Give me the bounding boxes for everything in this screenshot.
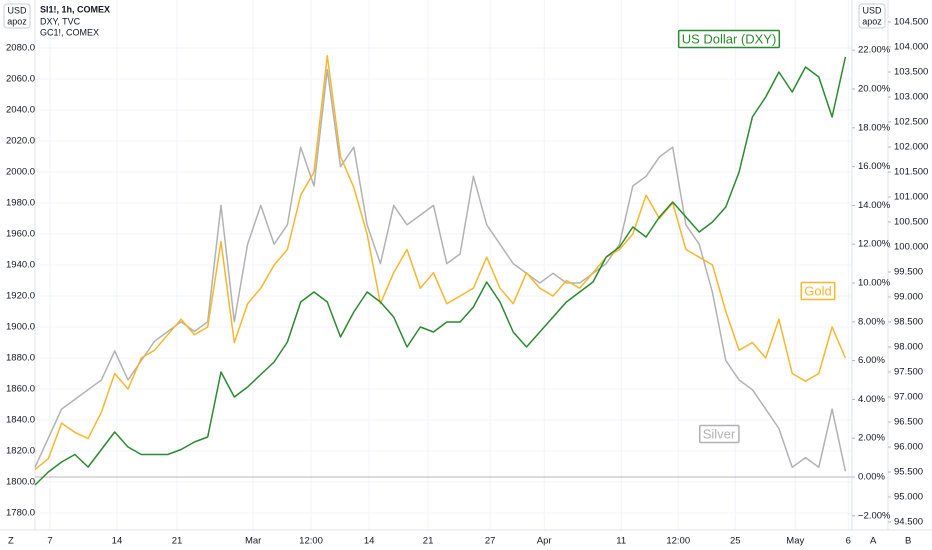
y3-tick-label: 95.500 <box>894 467 923 478</box>
y-tick-label: 1780.0 <box>6 507 35 518</box>
y3-tick-label: 99.500 <box>894 267 923 278</box>
x-tick-label: Mar <box>245 536 261 547</box>
x-tick-label: 6 <box>846 536 851 547</box>
y3-tick-label: 96.500 <box>894 417 923 428</box>
x-tick-label: 21 <box>423 536 434 547</box>
y2-tick-label: 16.00% <box>858 161 891 172</box>
x-tick-label: 12:00 <box>299 536 323 547</box>
x-tick-label: 12:00 <box>666 536 690 547</box>
series-line <box>34 68 847 472</box>
scale-label[interactable]: USD <box>7 5 27 15</box>
series-line <box>34 56 847 486</box>
series-line <box>34 54 847 471</box>
y-tick-label: 2020.0 <box>6 135 35 146</box>
y3-tick-label: 97.000 <box>894 392 923 403</box>
corner-label[interactable]: Z <box>8 536 14 547</box>
y3-tick-label: 96.000 <box>894 442 923 453</box>
y2-tick-label: 18.00% <box>858 122 891 133</box>
y3-tick-label: 104.000 <box>894 42 928 53</box>
y-tick-label: 2060.0 <box>6 73 35 84</box>
y3-tick-label: 98.500 <box>894 317 923 328</box>
y-tick-label: 2040.0 <box>6 104 35 115</box>
y2-tick-label: −2.00% <box>858 510 891 521</box>
y3-tick-label: 97.500 <box>894 367 923 378</box>
legend-entry: Silver <box>703 426 736 441</box>
y2-tick-label: 22.00% <box>858 45 891 56</box>
x-tick-label: 21 <box>172 536 183 547</box>
y2-tick-label: 14.00% <box>858 200 891 211</box>
y2-tick-label: 10.00% <box>858 278 891 289</box>
y3-tick-label: 102.500 <box>894 117 928 128</box>
legend-entry: US Dollar (DXY) <box>682 31 777 46</box>
lines <box>34 54 847 486</box>
grid <box>35 0 852 530</box>
scale-label[interactable]: apoz <box>7 16 27 26</box>
y3-tick-label: 102.000 <box>894 142 928 153</box>
x-tick-label: May <box>786 536 804 547</box>
y-tick-label: 1960.0 <box>6 228 35 239</box>
y-tick-label: 1800.0 <box>6 476 35 487</box>
x-tick-label: 25 <box>730 536 741 547</box>
x-tick-label: 11 <box>616 536 626 547</box>
corner-label[interactable]: B <box>905 536 911 547</box>
y3-tick-label: 104.500 <box>894 17 928 28</box>
y3-tick-label: 95.000 <box>894 492 923 503</box>
legend-box <box>677 29 781 49</box>
scale-box[interactable] <box>3 3 31 29</box>
legend-box <box>800 281 836 301</box>
y-tick-label: 1860.0 <box>6 383 35 394</box>
legend-line: DXY, TVC <box>40 16 81 26</box>
y-tick-label: 1880.0 <box>6 352 35 363</box>
y-tick-label: 1840.0 <box>6 414 35 425</box>
legend-box <box>698 424 740 444</box>
corner-label[interactable]: A <box>870 536 877 547</box>
y2-tick-label: 20.00% <box>858 83 891 94</box>
y-tick-label: 1940.0 <box>6 259 35 270</box>
y2-tick-label: 6.00% <box>858 355 885 366</box>
scale-label[interactable]: apoz <box>862 16 882 26</box>
y2-tick-label: 4.00% <box>858 394 885 405</box>
y2-tick-label: 2.00% <box>858 433 885 444</box>
y3-tick-label: 101.000 <box>894 192 928 203</box>
y-tick-label: 1920.0 <box>6 290 35 301</box>
legend-line: SI1!, 1h, COMEX <box>40 4 110 14</box>
y2-tick-label: 8.00% <box>858 316 885 327</box>
y3-tick-label: 103.500 <box>894 67 928 78</box>
legend-line: GC1!, COMEX <box>40 27 99 37</box>
y3-tick-label: 100.000 <box>894 242 928 253</box>
y3-tick-label: 99.000 <box>894 292 923 303</box>
y-tick-label: 2000.0 <box>6 166 35 177</box>
y-tick-label: 1820.0 <box>6 445 35 456</box>
legend-entry: Gold <box>804 283 831 298</box>
x-tick-label: 27 <box>485 536 496 547</box>
x-tick-label: Apr <box>537 536 552 547</box>
scale-box[interactable] <box>858 3 886 29</box>
y3-tick-label: 103.000 <box>894 92 928 103</box>
y3-tick-label: 100.500 <box>894 217 928 228</box>
labels: 1780.0 1800.0 1820.0 1840.0 1860.0 1880.0 1900… <box>6 17 928 547</box>
y-tick-label: 1900.0 <box>6 321 35 332</box>
scale-label[interactable]: USD <box>862 5 882 15</box>
y3-tick-label: 101.500 <box>894 167 928 178</box>
y3-tick-label: 94.500 <box>894 517 923 528</box>
x-tick-label: 7 <box>47 536 52 547</box>
y-tick-label: 2080.0 <box>6 42 35 53</box>
x-tick-label: 14 <box>112 536 123 547</box>
y-tick-label: 1980.0 <box>6 197 35 208</box>
y2-tick-label: 0.00% <box>858 472 885 483</box>
y3-tick-label: 98.000 <box>894 342 923 353</box>
x-tick-label: 14 <box>364 536 375 547</box>
y2-tick-label: 12.00% <box>858 239 891 250</box>
